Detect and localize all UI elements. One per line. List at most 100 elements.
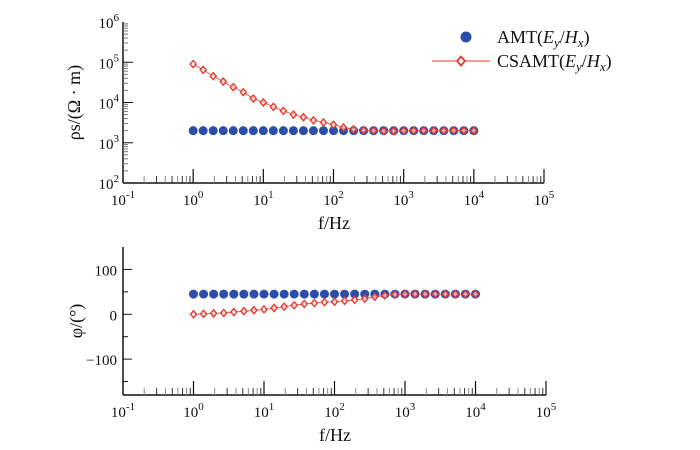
data-point (208, 126, 218, 136)
data-point (229, 307, 238, 317)
data-point (309, 289, 319, 299)
data-point (229, 289, 239, 299)
x-tick-label: 104 (465, 401, 486, 421)
data-point (369, 126, 378, 136)
data-point (279, 106, 288, 116)
y-axis-label: ρs/(Ω · m) (64, 65, 85, 140)
data-point (391, 289, 399, 300)
data-point (299, 112, 308, 122)
phase-plot: 10-1 100 101 102 103 104 105 100 0 −100 φ/(°) (66, 247, 557, 421)
data-point (289, 110, 298, 120)
legend-label-amt: AMT(Ey​/Hx​) (497, 27, 590, 50)
y-tick-label: 0 (110, 308, 118, 324)
data-point (339, 122, 348, 133)
data-point (239, 306, 248, 316)
data-point (238, 126, 248, 136)
data-point (310, 298, 319, 308)
data-point (229, 82, 238, 92)
data-point (300, 299, 309, 309)
data-point (471, 289, 480, 299)
data-point (329, 126, 338, 136)
data-point (330, 297, 339, 307)
data-point (269, 102, 278, 112)
data-point (409, 126, 418, 136)
data-point (380, 290, 389, 301)
data-point (279, 289, 289, 299)
data-point (288, 126, 298, 136)
x-tick-label: 104 (464, 189, 485, 209)
y-tick-label: 100 (95, 263, 118, 279)
data-point (239, 87, 248, 97)
x-tick-label: 105 (536, 401, 557, 421)
data-point (379, 126, 388, 136)
data-point (280, 302, 289, 312)
x-axis-label-resistivity: f/Hz (318, 213, 350, 233)
data-point (189, 289, 198, 299)
data-point (350, 295, 359, 305)
data-point (429, 126, 438, 136)
legend: AMT(Ey​/Hx​)CSAMT(Ey​/Hx​) (432, 27, 612, 74)
data-point (359, 125, 368, 135)
data-point (329, 120, 338, 130)
data-point (411, 289, 419, 299)
data-point (469, 126, 478, 136)
y-tick-label: 105 (99, 52, 120, 72)
data-point (199, 289, 209, 299)
x-tick-label: 103 (395, 401, 416, 421)
data-point (259, 289, 269, 299)
y-axis-label: φ/(°) (66, 304, 87, 339)
legend-label-csamt: CSAMT(Ey​/Hx​) (497, 51, 612, 74)
data-point (360, 294, 369, 304)
x-tick-label: 101 (254, 401, 275, 421)
y-tick-label: 103 (99, 133, 120, 153)
data-point (449, 126, 458, 136)
data-point (319, 117, 328, 127)
data-point (209, 289, 219, 299)
data-point (349, 124, 358, 134)
data-point (431, 289, 440, 299)
y-tick-label: 106 (99, 12, 120, 32)
data-point (330, 289, 339, 299)
x-tick-label: 100 (183, 189, 204, 209)
data-point (370, 292, 379, 302)
data-point (308, 126, 318, 136)
data-point (259, 97, 268, 108)
data-point (199, 65, 208, 75)
x-axis-label-phase: f/Hz (319, 425, 351, 445)
data-point (188, 126, 198, 136)
data-point (209, 71, 218, 81)
data-point (421, 289, 430, 299)
data-point (340, 296, 349, 306)
x-tick-label: 10-1 (111, 189, 135, 209)
x-tick-label: 102 (323, 189, 344, 209)
data-point (319, 289, 329, 299)
data-point (249, 289, 259, 299)
data-point (289, 289, 299, 299)
legend-marker-csamt (455, 55, 467, 67)
data-point (451, 289, 460, 299)
data-point (389, 126, 398, 136)
data-point (218, 126, 228, 136)
data-point (318, 126, 328, 136)
x-tick-label: 100 (183, 401, 204, 421)
y-tick-label: 104 (99, 93, 120, 113)
data-point (290, 300, 299, 310)
data-point (299, 289, 309, 299)
data-point (399, 126, 408, 136)
legend-marker-amt (460, 31, 472, 43)
data-point (198, 126, 208, 136)
data-point (209, 308, 218, 318)
data-point (270, 303, 278, 313)
data-point (248, 126, 258, 136)
data-point (199, 309, 208, 319)
data-point (260, 304, 268, 314)
y-tick-label: −100 (86, 353, 117, 369)
x-tick-label: 10-1 (111, 401, 135, 421)
data-point (320, 297, 329, 307)
data-point (459, 126, 468, 136)
data-point (419, 126, 428, 136)
data-point (278, 126, 288, 136)
data-point (189, 309, 198, 319)
data-point (258, 126, 268, 136)
